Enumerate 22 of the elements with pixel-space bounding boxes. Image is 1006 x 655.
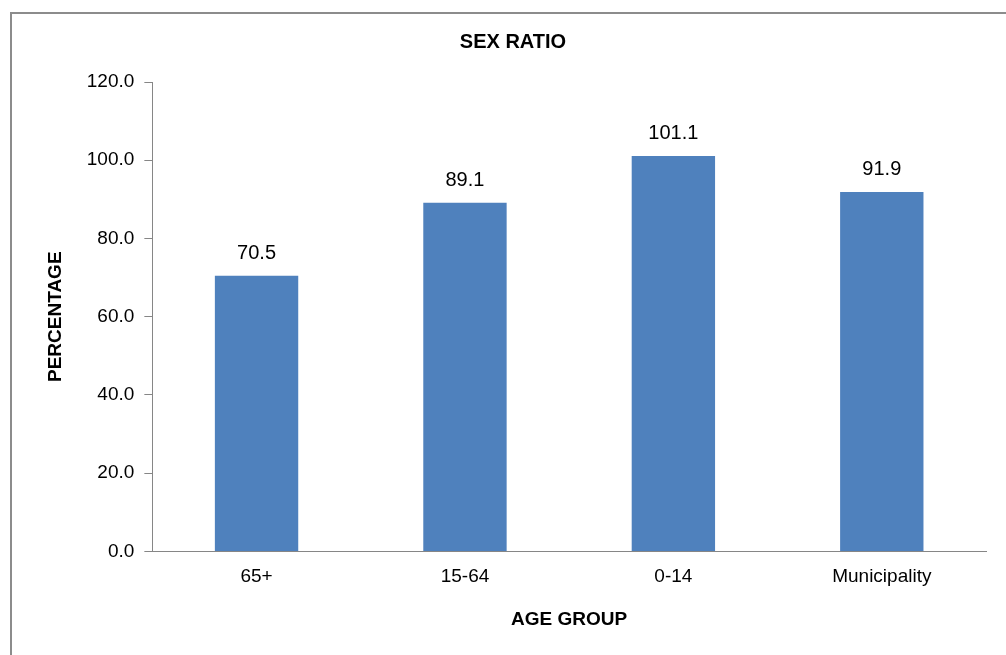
y-tick-label: 20.0	[97, 461, 135, 483]
bar	[631, 155, 716, 551]
y-axis-title: PERCENTAGE	[43, 251, 65, 382]
data-label: 91.9	[862, 157, 902, 180]
y-tick-label: 100.0	[86, 148, 135, 170]
y-tick-label: 80.0	[97, 226, 135, 248]
x-tick-label: 0-14	[654, 565, 693, 587]
y-tick-label: 60.0	[97, 304, 135, 326]
y-tick-label: 120.0	[86, 70, 135, 92]
x-axis-title: AGE GROUP	[511, 607, 628, 629]
data-label: 70.5	[237, 241, 277, 264]
y-tick-label: 40.0	[97, 383, 135, 405]
y-tick-label: 0.0	[107, 539, 135, 561]
bar	[214, 275, 299, 551]
x-tick-label: 15-64	[440, 565, 490, 587]
data-label: 89.1	[445, 168, 485, 191]
x-tick-label: 65+	[240, 565, 273, 587]
chart-title: SEX RATIO	[459, 29, 567, 52]
bar	[840, 191, 924, 551]
x-tick-label: Municipality	[832, 565, 932, 587]
bar	[423, 202, 507, 551]
data-label: 101.1	[648, 121, 699, 144]
